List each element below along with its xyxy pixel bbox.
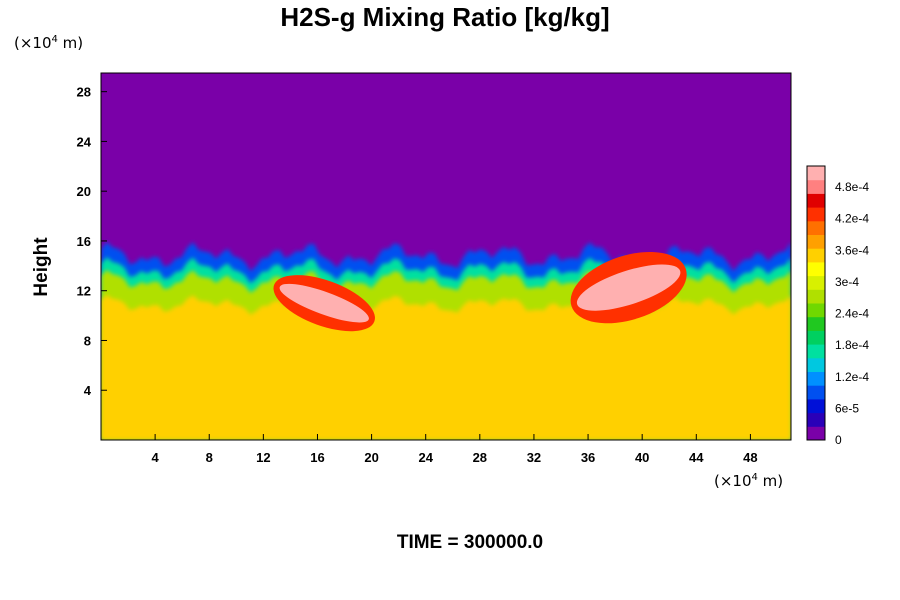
colorbar-tick-label: 0 bbox=[835, 433, 842, 447]
colorbar-tick-label: 2.4e-4 bbox=[835, 307, 869, 321]
colorbar-segment bbox=[807, 385, 825, 400]
plume-group bbox=[273, 251, 687, 332]
colorbar-segment bbox=[807, 357, 825, 372]
colorbar-tick-label: 6e-5 bbox=[835, 401, 859, 415]
colorbar: 0 6e-5 1.2e-4 1.8e-4 2.4e-4 3e-4 3.6e-4 4.2e-4 4… bbox=[806, 165, 869, 447]
x-tick-label: 36 bbox=[581, 450, 595, 465]
colorbar-segment bbox=[807, 371, 825, 386]
x-tick-label: 8 bbox=[206, 450, 213, 465]
y-axis-unit: (×104 m) bbox=[14, 34, 84, 52]
colorbar-segment bbox=[807, 261, 825, 277]
x-ticks: 4 8 12 16 20 24 28 32 36 40 44 48 bbox=[152, 434, 758, 465]
plume-core bbox=[576, 264, 681, 311]
colorbar-segment bbox=[807, 412, 825, 427]
x-tick-label: 48 bbox=[743, 450, 757, 465]
x-tick-label: 28 bbox=[473, 450, 487, 465]
colorbar-segment bbox=[807, 220, 825, 235]
y-ticks: 4 8 12 16 20 24 28 bbox=[77, 85, 107, 398]
colorbar-segment bbox=[807, 275, 825, 290]
time-label: TIME = 300000.0 bbox=[396, 532, 544, 553]
colorbar-segment bbox=[807, 330, 825, 345]
x-tick-label: 40 bbox=[635, 450, 649, 465]
plume-core bbox=[279, 283, 369, 323]
y-tick-label: 16 bbox=[77, 234, 91, 249]
colorbar-tick-label: 3.6e-4 bbox=[835, 243, 869, 257]
y-tick-label: 24 bbox=[77, 134, 92, 149]
colorbar-segment bbox=[807, 303, 825, 318]
x-tick-label: 20 bbox=[364, 450, 378, 465]
y-tick-label: 12 bbox=[77, 284, 91, 299]
colorbar-tick-label: 1.2e-4 bbox=[835, 370, 869, 384]
y-tick-label: 20 bbox=[77, 184, 91, 199]
colorbar-segment bbox=[807, 166, 825, 181]
lower-field bbox=[101, 295, 791, 440]
plot-frame bbox=[100, 72, 792, 441]
y-tick-label: 4 bbox=[84, 383, 92, 398]
colorbar-segment bbox=[807, 248, 825, 263]
colorbar-segment bbox=[807, 234, 825, 249]
x-tick-label: 16 bbox=[310, 450, 324, 465]
colorbar-tick-label: 4.8e-4 bbox=[835, 180, 869, 194]
x-tick-label: 32 bbox=[527, 450, 541, 465]
colorbar-segment bbox=[807, 193, 825, 208]
colorbar-segment bbox=[807, 398, 825, 414]
colorbar-segment bbox=[807, 207, 825, 222]
x-axis-unit: (×104 m) bbox=[714, 472, 784, 490]
colorbar-segment bbox=[807, 179, 825, 194]
colorbar-tick-label: 4.2e-4 bbox=[835, 212, 869, 226]
colorbar-segment bbox=[807, 344, 825, 359]
x-tick-label: 44 bbox=[689, 450, 704, 465]
colorbar-tick-label: 1.8e-4 bbox=[835, 338, 869, 352]
colorbar-tick-label: 3e-4 bbox=[835, 275, 859, 289]
chart-title: H2S-g Mixing Ratio [kg/kg] bbox=[280, 2, 610, 32]
y-tick-label: 28 bbox=[77, 85, 91, 100]
x-tick-label: 4 bbox=[152, 450, 160, 465]
colorbar-segment bbox=[807, 289, 825, 304]
x-tick-label: 24 bbox=[418, 450, 433, 465]
colorbar-segment bbox=[807, 316, 825, 331]
y-tick-label: 8 bbox=[84, 333, 91, 348]
colorbar-frame bbox=[806, 165, 826, 441]
colorbar-segment bbox=[807, 426, 825, 441]
x-tick-label: 12 bbox=[256, 450, 270, 465]
plot-area bbox=[101, 73, 791, 440]
